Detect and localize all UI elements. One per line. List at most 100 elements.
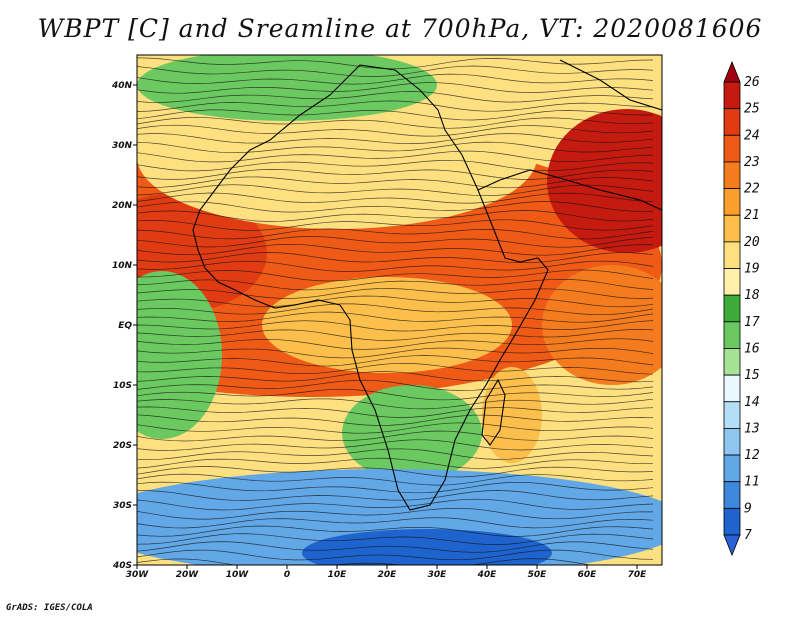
colorbar-swatch bbox=[723, 294, 741, 323]
lon-tick-label: 50E bbox=[528, 570, 548, 580]
lat-tick-label: EQ bbox=[118, 321, 132, 331]
streamline bbox=[137, 91, 654, 103]
colorbar-swatch bbox=[723, 507, 741, 536]
streamline bbox=[137, 260, 654, 272]
map-title: WBPT [C] and Sreamline at 700hPa, VT: 20… bbox=[37, 14, 763, 43]
streamline bbox=[137, 159, 654, 172]
colorbar-label: 25 bbox=[744, 102, 760, 117]
streamline bbox=[137, 295, 654, 308]
lat-tick-label: 10S bbox=[113, 381, 132, 391]
streamline bbox=[137, 466, 654, 478]
streamline bbox=[137, 169, 654, 180]
colorbar-swatch bbox=[723, 134, 741, 163]
streamline bbox=[137, 481, 654, 494]
lat-tick-label: 30S bbox=[113, 501, 132, 511]
streamline bbox=[137, 398, 654, 410]
streamline bbox=[137, 116, 654, 129]
lon-tick-label: 20E bbox=[378, 570, 398, 580]
colorbar-label: 14 bbox=[744, 395, 760, 410]
colorbar-swatch bbox=[723, 214, 741, 243]
streamline bbox=[137, 150, 654, 163]
colorbar-top-arrow bbox=[723, 60, 741, 83]
streamline bbox=[137, 457, 653, 469]
colorbar-label: 20 bbox=[744, 235, 760, 250]
streamline bbox=[137, 362, 654, 375]
streamline bbox=[137, 422, 654, 434]
lat-tick-label: 20S bbox=[113, 441, 132, 451]
streamline bbox=[137, 525, 654, 537]
colorbar-label: 17 bbox=[744, 315, 760, 330]
colorbar-swatch bbox=[723, 401, 741, 429]
colorbar: 26 25 24 23 22 21 20 19 18 17 16 15 14 13 12 11 9 7 bbox=[723, 60, 760, 557]
streamline bbox=[137, 448, 654, 461]
colorbar-label: 11 bbox=[744, 475, 760, 490]
field-southern-deep-blue bbox=[302, 529, 552, 565]
colorbar-swatch bbox=[723, 374, 741, 403]
streamline bbox=[137, 176, 654, 189]
streamline bbox=[137, 549, 654, 561]
lat-tick-label: 30N bbox=[112, 141, 133, 151]
arabia-coastline bbox=[477, 169, 662, 211]
streamline bbox=[137, 65, 654, 77]
colorbar-swatch bbox=[723, 268, 741, 296]
streamline bbox=[137, 124, 654, 137]
streamline bbox=[137, 498, 654, 511]
field-arabia-hot bbox=[547, 109, 662, 253]
lon-tick-label: 20W bbox=[176, 570, 200, 580]
streamline bbox=[137, 288, 654, 299]
plot-frame bbox=[136, 54, 663, 566]
colorbar-swatch bbox=[723, 161, 741, 189]
lat-tick-label: 40S bbox=[112, 561, 132, 571]
colorbar-swatch bbox=[723, 481, 741, 509]
field-sahara-mild bbox=[137, 85, 537, 229]
streamline bbox=[137, 236, 654, 248]
lon-tick-label: 30W bbox=[126, 570, 150, 580]
colorbar-swatch bbox=[723, 321, 741, 349]
colorbar-swatch bbox=[723, 241, 741, 269]
colorbar-label: 23 bbox=[744, 155, 760, 170]
streamline bbox=[137, 430, 654, 442]
streamline bbox=[137, 507, 654, 520]
streamline bbox=[137, 184, 654, 197]
streamline bbox=[137, 347, 654, 359]
field-madagascar-warm bbox=[482, 367, 542, 463]
lon-tick-label: 10E bbox=[328, 570, 348, 580]
streamline bbox=[137, 303, 654, 316]
streamline bbox=[137, 379, 654, 391]
streamline bbox=[137, 320, 654, 332]
streamline bbox=[137, 406, 654, 418]
streamline bbox=[137, 269, 654, 282]
streamline bbox=[137, 311, 654, 323]
colorbar-label: 18 bbox=[744, 288, 760, 303]
streamline bbox=[137, 558, 593, 565]
colorbar-label: 16 bbox=[744, 341, 760, 356]
streamline bbox=[137, 439, 654, 451]
streamline bbox=[137, 490, 654, 501]
field-indian-ocean-warm bbox=[542, 265, 662, 385]
lon-tick-label: 60E bbox=[578, 570, 598, 580]
streamline bbox=[137, 141, 654, 154]
streamline bbox=[137, 517, 654, 529]
colorbar-label: 15 bbox=[744, 368, 760, 383]
streamline bbox=[137, 541, 654, 553]
streamline bbox=[137, 338, 654, 350]
lat-tick-label: 10N bbox=[112, 261, 133, 271]
field-mediterranean-green bbox=[137, 55, 437, 121]
lon-tick-label: 40E bbox=[477, 570, 498, 580]
colorbar-label: 21 bbox=[744, 208, 760, 223]
colorbar-swatch bbox=[723, 428, 741, 456]
colorbar-label: 9 bbox=[744, 501, 752, 516]
streamline bbox=[137, 533, 654, 545]
colorbar-label: 26 bbox=[744, 75, 760, 90]
grads-credit: GrADS: IGES/COLA bbox=[6, 603, 93, 613]
colorbar-swatch bbox=[723, 348, 741, 376]
field-atlantic-green bbox=[137, 271, 222, 439]
lon-tick-label: 10W bbox=[226, 570, 250, 580]
lat-tick-label: 40N bbox=[111, 81, 133, 91]
colorbar-bottom-arrow bbox=[723, 534, 741, 557]
streamline bbox=[137, 73, 654, 85]
streamline bbox=[137, 100, 654, 112]
lat-tick-label: 20N bbox=[112, 201, 133, 211]
colorbar-label: 12 bbox=[744, 448, 760, 463]
